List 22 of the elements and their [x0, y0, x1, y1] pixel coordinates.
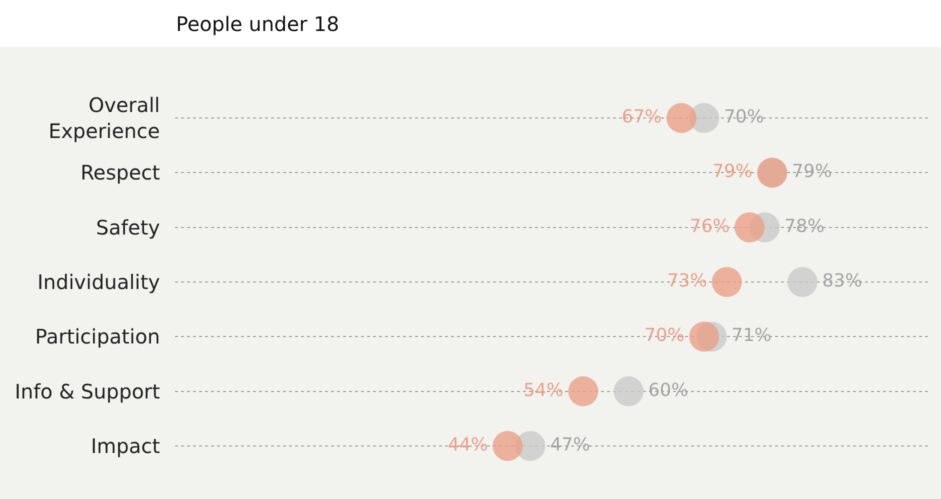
data-label: 73%	[667, 270, 708, 292]
data-label: 70%	[644, 325, 684, 346]
data-label: 79%	[712, 161, 752, 182]
data-label: 78%	[784, 216, 824, 237]
y-tick-label: Respect	[80, 160, 160, 185]
y-tick-label: Safety	[96, 215, 160, 240]
y-tick-label: Participation	[35, 324, 160, 349]
data-label: 54%	[523, 380, 564, 401]
data-label: 83%	[822, 270, 862, 292]
data-label: 67%	[622, 106, 662, 128]
data-label: 71%	[732, 325, 772, 346]
data-label: 79%	[792, 161, 832, 182]
data-label: 44%	[448, 434, 488, 456]
data-label: 76%	[690, 216, 730, 237]
data-label: 70%	[724, 106, 764, 128]
data-label: 60%	[648, 380, 688, 401]
chart-title: People under 18	[176, 12, 340, 36]
y-tick-label: Impact	[90, 434, 160, 458]
data-label: 47%	[550, 434, 590, 456]
y-tick-label: Overall Experience	[48, 93, 160, 144]
y-tick-label: Individuality	[37, 270, 160, 294]
y-tick-label: Info & Support	[14, 379, 160, 404]
